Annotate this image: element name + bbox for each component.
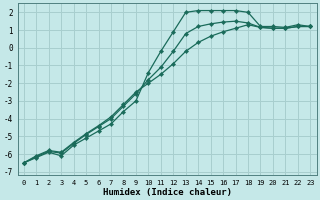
- X-axis label: Humidex (Indice chaleur): Humidex (Indice chaleur): [102, 188, 232, 197]
